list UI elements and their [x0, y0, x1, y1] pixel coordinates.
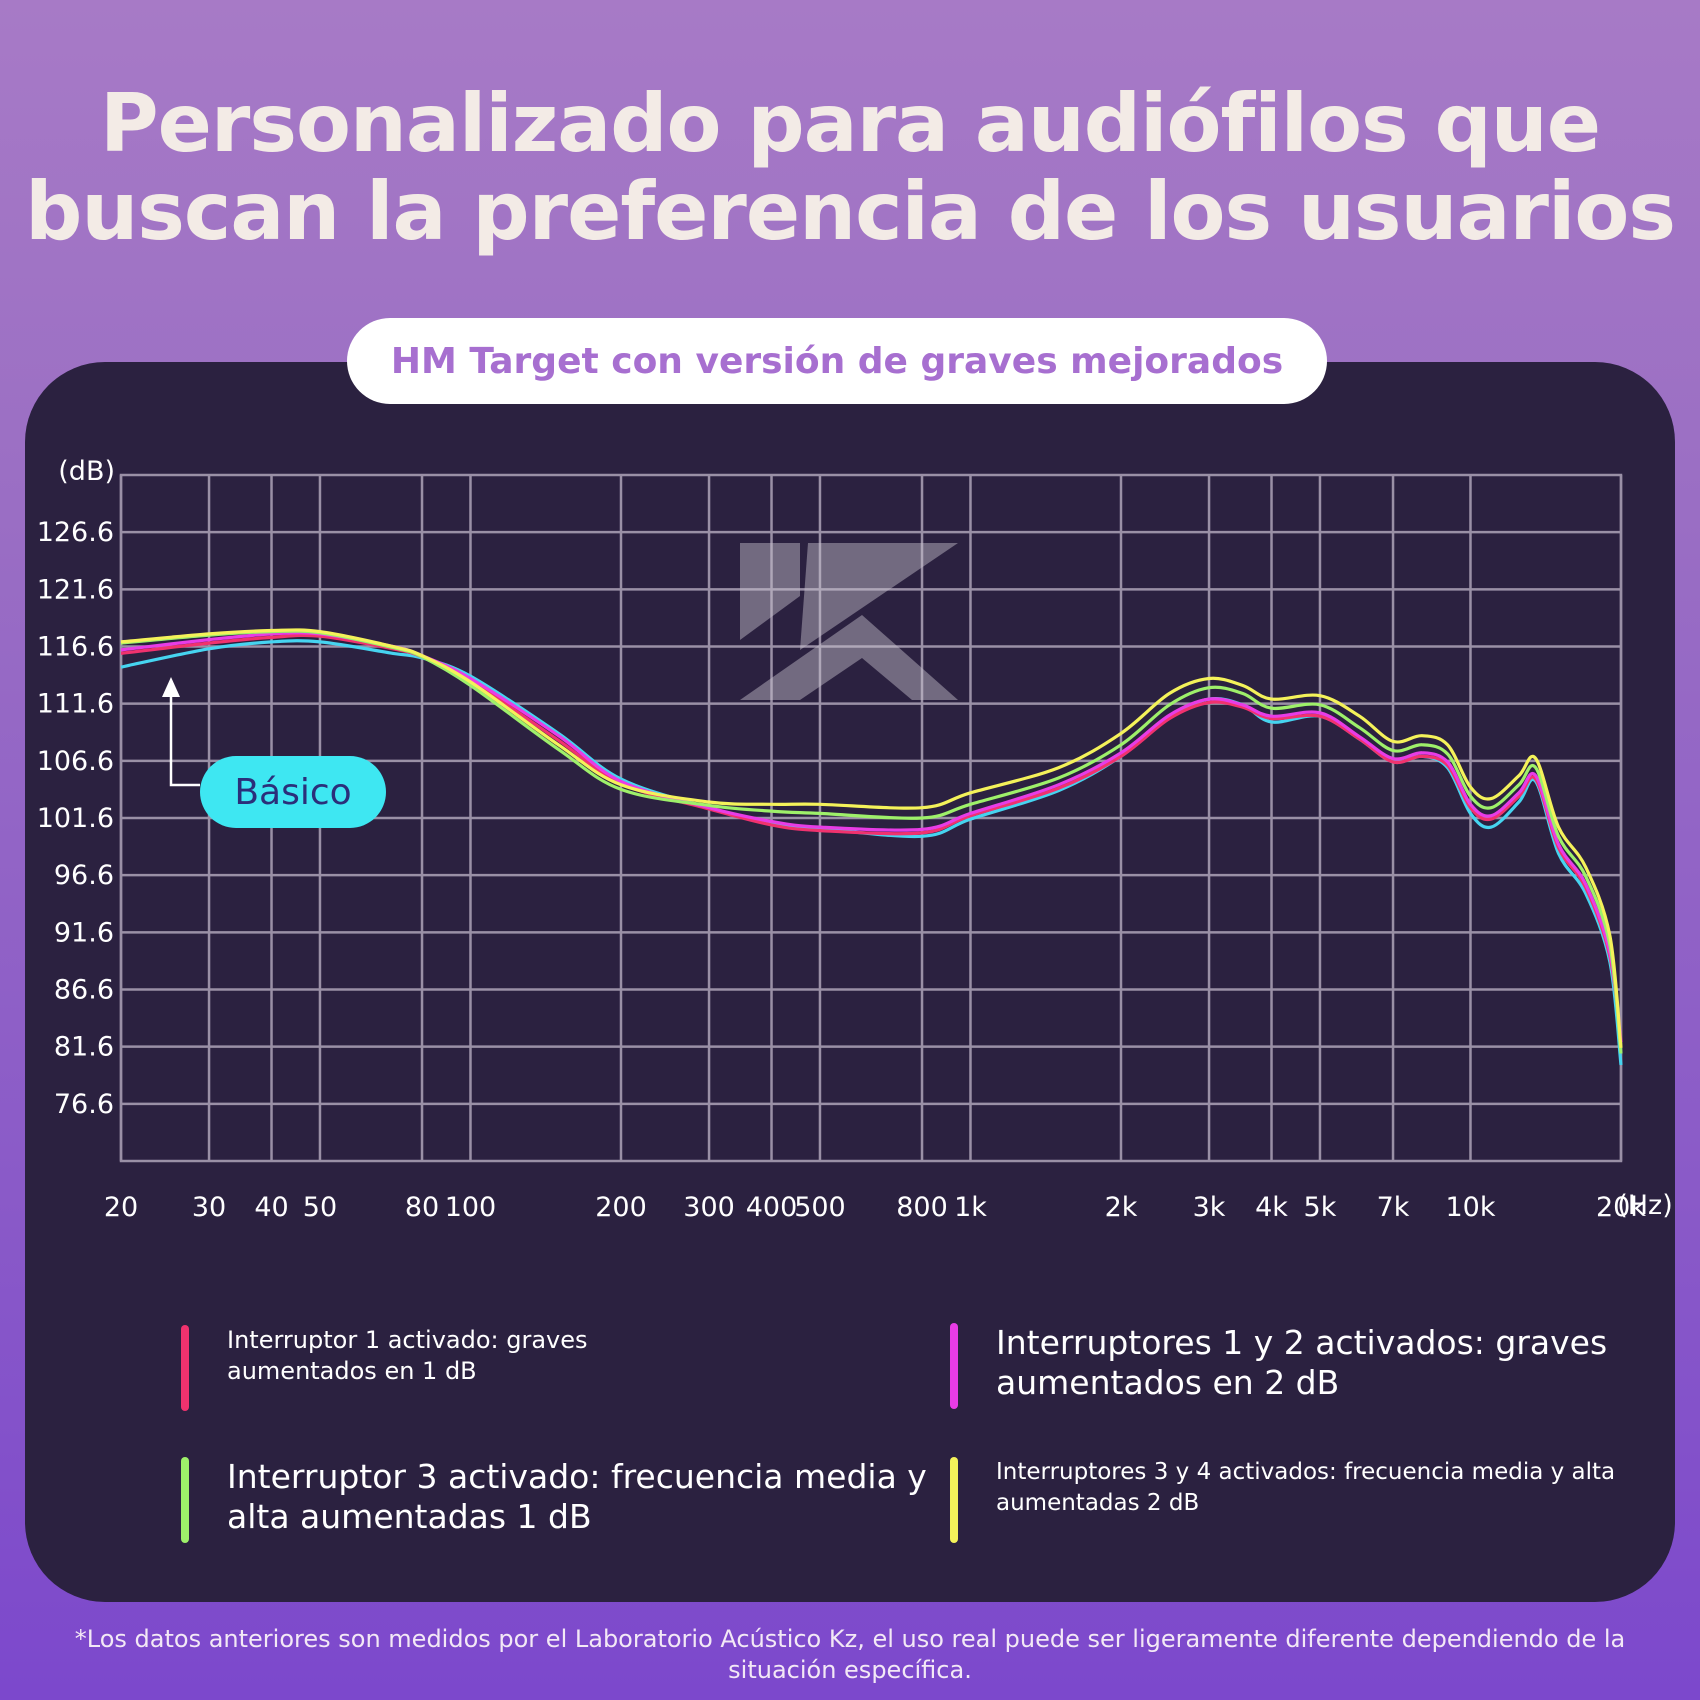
y-tick-label: 86.6: [54, 975, 114, 1006]
legend-item-switch-1-2: Interruptores 1 y 2 activados: graves aum…: [950, 1323, 1607, 1409]
series-line-2: [120, 631, 1623, 1043]
x-tick-label: 800: [896, 1192, 948, 1223]
basic-callout-label: Básico: [200, 756, 386, 828]
y-tick-label: 81.6: [54, 1032, 114, 1063]
x-tick-label: 20k: [1596, 1192, 1646, 1223]
y-tick-label: 126.6: [37, 517, 114, 548]
legend-item-switch-3-4: Interruptores 3 y 4 activados: frecuenci…: [950, 1457, 1615, 1543]
frequency-response-chart: (dB) 126.6 121.6 116.6 111.6 106.6 101.6 96.6 91…: [37, 456, 1673, 1223]
x-axis-label: (Hz): [1617, 1190, 1673, 1221]
legend-item-switch-1: Interruptor 1 activado: graves aumentados…: [181, 1325, 588, 1411]
page-title: Personalizado para audiófilos que buscan…: [0, 80, 1700, 256]
legend-label: Interruptor 1 activado: graves aumentados…: [227, 1326, 588, 1385]
legend-swatch: [950, 1457, 958, 1543]
x-tick-label: 3k: [1193, 1192, 1226, 1223]
x-tick-label: 7k: [1377, 1192, 1410, 1223]
legend-swatch: [181, 1325, 189, 1411]
x-tick-label: 1k: [954, 1192, 987, 1223]
x-tick-label: 10k: [1445, 1192, 1495, 1223]
x-tick-label: 30: [192, 1192, 226, 1223]
basic-callout-arrow: [162, 677, 200, 787]
x-tick-label: 100: [445, 1192, 497, 1223]
x-tick-label: 400: [746, 1192, 798, 1223]
page-title-line-2: buscan la preferencia de los usuarios: [25, 165, 1676, 258]
y-tick-label: 116.6: [37, 632, 114, 663]
legend-item-switch-3: Interruptor 3 activado: frecuencia media…: [181, 1457, 927, 1543]
x-tick-label: 300: [683, 1192, 735, 1223]
subtitle-badge: HM Target con versión de graves mejorado…: [347, 318, 1327, 404]
x-tick-label: 200: [595, 1192, 647, 1223]
x-tick-label: 2k: [1105, 1192, 1138, 1223]
y-tick-label: 106.6: [37, 746, 114, 777]
y-tick-label: 111.6: [37, 689, 114, 720]
x-tick-label: 20: [104, 1192, 138, 1223]
y-tick-label: 101.6: [37, 803, 114, 834]
legend-label: Interruptores 1 y 2 activados: graves aum…: [996, 1323, 1608, 1402]
x-tick-label: 50: [303, 1192, 337, 1223]
x-tick-label: 500: [794, 1192, 846, 1223]
series-line-4: [120, 628, 1623, 1048]
page-title-line-1: Personalizado para audiófilos que: [99, 77, 1601, 170]
chart-panel: [25, 362, 1675, 1602]
x-tick-label: 4k: [1255, 1192, 1288, 1223]
y-tick-label: 121.6: [37, 574, 114, 605]
chart-grid: [119, 473, 1623, 1163]
footnote: *Los datos anteriores son medidos por el…: [74, 1625, 1626, 1684]
x-tick-label: 40: [254, 1192, 288, 1223]
chart-series: [120, 628, 1623, 1066]
x-tick-label: 80: [405, 1192, 439, 1223]
legend-swatch: [181, 1457, 189, 1543]
kz-logo-icon: [740, 543, 958, 700]
x-tick-label: 5k: [1304, 1192, 1337, 1223]
legend-swatch: [950, 1323, 958, 1409]
series-line-1: [120, 633, 1623, 1043]
y-tick-label: 91.6: [54, 917, 114, 948]
y-axis: (dB) 126.6 121.6 116.6 111.6 106.6 101.6 96.6 91…: [37, 456, 115, 1120]
legend-label: Interruptor 3 activado: frecuencia media…: [227, 1457, 927, 1536]
y-tick-label: 96.6: [54, 860, 114, 891]
legend-label: Interruptores 3 y 4 activados: frecuenci…: [996, 1459, 1616, 1516]
y-tick-label: 76.6: [54, 1089, 114, 1120]
y-axis-label: (dB): [58, 456, 115, 487]
